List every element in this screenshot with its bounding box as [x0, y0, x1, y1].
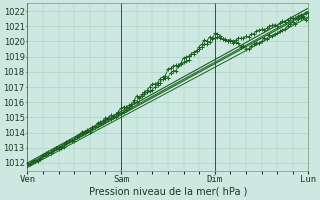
X-axis label: Pression niveau de la mer( hPa ): Pression niveau de la mer( hPa ): [89, 187, 247, 197]
